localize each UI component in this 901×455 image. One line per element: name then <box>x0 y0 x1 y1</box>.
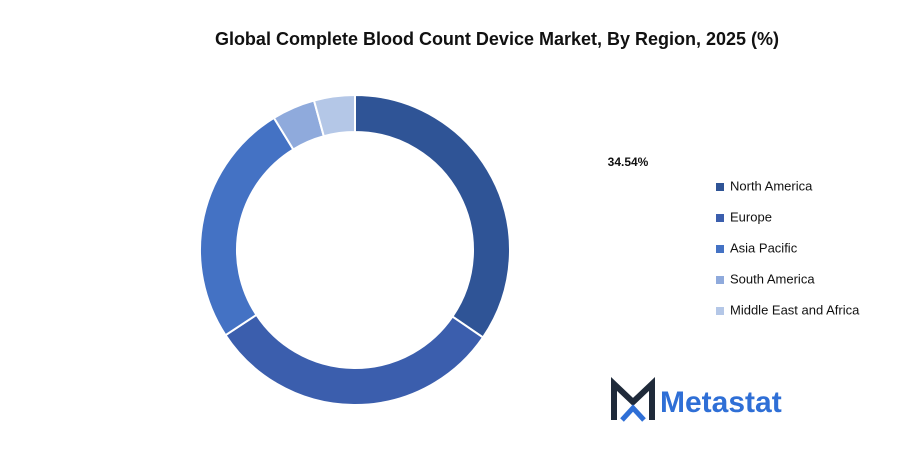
data-label: 34.54% <box>608 155 649 169</box>
logo: Metastat <box>611 377 782 422</box>
legend-label: South America <box>730 271 815 286</box>
logo-icon <box>611 377 655 420</box>
legend-label: Asia Pacific <box>730 240 798 255</box>
legend-swatch <box>716 183 724 191</box>
logo-text: Metastat <box>660 386 782 419</box>
legend-swatch <box>716 307 724 315</box>
legend-label: Europe <box>730 209 772 224</box>
donut-slice <box>199 116 295 337</box>
logo-icon-accent <box>620 404 646 422</box>
chart-title: Global Complete Blood Count Device Marke… <box>215 29 779 49</box>
legend-label: Middle East and Africa <box>730 302 860 317</box>
donut-slice <box>354 93 511 339</box>
donut-slice <box>224 313 485 406</box>
legend-swatch <box>716 245 724 253</box>
donut-slice <box>312 93 356 138</box>
legend-swatch <box>716 276 724 284</box>
legend-label: North America <box>730 178 813 193</box>
legend-swatch <box>716 214 724 222</box>
